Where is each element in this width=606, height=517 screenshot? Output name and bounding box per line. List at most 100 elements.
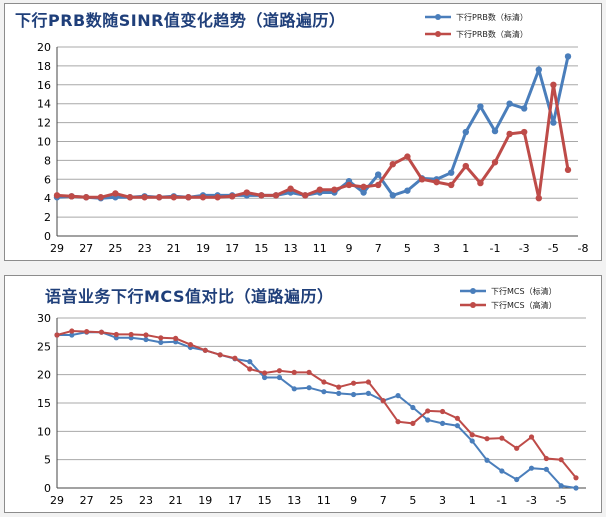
data-point <box>170 194 177 201</box>
data-point <box>69 328 75 334</box>
y-tick-label: 8 <box>44 154 51 167</box>
data-point <box>404 153 411 160</box>
x-tick-label: 3 <box>433 242 440 255</box>
data-point <box>321 379 327 385</box>
data-point <box>454 423 460 429</box>
y-tick-label: 20 <box>37 41 51 54</box>
data-point <box>185 194 192 201</box>
data-point <box>321 389 327 395</box>
x-tick-label: 23 <box>139 494 153 507</box>
data-point <box>214 194 221 201</box>
legend-entry: 下行PRB数（高清） <box>456 29 528 39</box>
data-point <box>395 419 401 425</box>
data-point <box>302 192 309 199</box>
data-point <box>287 185 294 192</box>
data-point <box>158 335 164 341</box>
data-point <box>491 159 499 166</box>
x-tick-label: 29 <box>50 242 64 255</box>
y-tick-label: 2 <box>44 211 51 224</box>
data-point <box>558 483 564 489</box>
data-point <box>543 455 549 462</box>
x-tick-label: 7 <box>380 494 387 507</box>
data-point <box>291 369 297 375</box>
data-point <box>291 386 297 392</box>
data-point <box>491 127 499 135</box>
legend-entry: 下行PRB数（标清） <box>456 12 528 22</box>
data-point <box>425 408 431 414</box>
data-point <box>98 329 105 335</box>
data-point <box>573 485 579 491</box>
data-point <box>126 194 134 201</box>
y-tick-label: 16 <box>37 79 51 92</box>
legend-marker <box>470 288 476 294</box>
data-point <box>439 420 446 426</box>
data-point <box>514 445 520 451</box>
x-tick-label: -3 <box>526 494 537 507</box>
legend-marker <box>435 14 441 20</box>
legend-entry: 下行MCS（标清） <box>491 286 557 296</box>
data-point <box>350 380 357 386</box>
x-tick-label: 7 <box>375 242 382 255</box>
data-point <box>202 347 208 353</box>
data-point <box>521 105 528 112</box>
data-point <box>331 186 338 193</box>
data-point <box>484 436 490 442</box>
data-point <box>506 100 513 107</box>
data-point <box>469 432 475 438</box>
prb-sinr-chart: 下行PRB数随SINR值变化趋势（道路遍历） 0 2 4 6 8 10 12 14 16 18 20… <box>15 11 589 255</box>
y-tick-label: 0 <box>44 482 51 495</box>
data-point <box>83 194 90 201</box>
x-tick-label: 3 <box>439 494 446 507</box>
x-tick-label: -5 <box>556 494 567 507</box>
data-point <box>484 457 490 463</box>
legend-entry: 下行MCS（高清） <box>491 300 557 310</box>
data-point <box>380 398 386 404</box>
data-point <box>389 192 396 199</box>
data-point <box>199 194 207 201</box>
data-point <box>141 194 148 201</box>
data-point <box>272 192 280 199</box>
y-tick-label: 10 <box>37 136 51 149</box>
x-tick-label: 19 <box>198 494 212 507</box>
y-tick-label: 0 <box>44 230 51 243</box>
data-point <box>514 476 520 483</box>
data-point <box>448 169 455 176</box>
data-point <box>84 329 90 335</box>
x-tick-label: 23 <box>138 242 152 255</box>
x-tick-label: 19 <box>196 242 210 255</box>
x-tick-label: 27 <box>79 242 93 255</box>
data-point <box>360 183 367 191</box>
data-point <box>350 391 357 398</box>
data-point <box>564 53 572 60</box>
data-point <box>365 390 371 396</box>
series-line <box>56 329 577 479</box>
data-point <box>229 193 236 200</box>
y-tick-label: 12 <box>37 117 51 130</box>
x-tick-label: 15 <box>254 242 268 255</box>
x-tick-label: -5 <box>548 242 559 255</box>
data-point <box>375 181 382 189</box>
data-point <box>506 130 513 138</box>
data-point <box>262 374 268 381</box>
data-point <box>528 434 535 440</box>
data-point <box>158 339 164 345</box>
x-tick-label: 13 <box>284 242 298 255</box>
x-tick-label: 1 <box>462 242 469 255</box>
data-point <box>217 352 223 358</box>
data-point <box>573 475 579 481</box>
x-tick-label: 5 <box>409 494 416 507</box>
data-point <box>477 103 484 110</box>
data-point <box>558 457 564 463</box>
data-point <box>232 355 238 361</box>
x-tick-label: 5 <box>404 242 411 255</box>
data-point <box>375 171 382 178</box>
x-tick-label: 25 <box>109 494 123 507</box>
x-tick-label: 21 <box>167 242 181 255</box>
data-point <box>418 176 426 183</box>
mcs-chart-panel: 语音业务下行MCS值对比（道路遍历） 0 5 10 15 20 25 30 29 27 25 23 2… <box>4 275 602 513</box>
x-tick-label: 29 <box>50 494 64 507</box>
chart-title: 语音业务下行MCS值对比（道路遍历） <box>45 287 334 306</box>
x-tick-label: -8 <box>578 242 589 255</box>
x-tick-label: 27 <box>80 494 94 507</box>
